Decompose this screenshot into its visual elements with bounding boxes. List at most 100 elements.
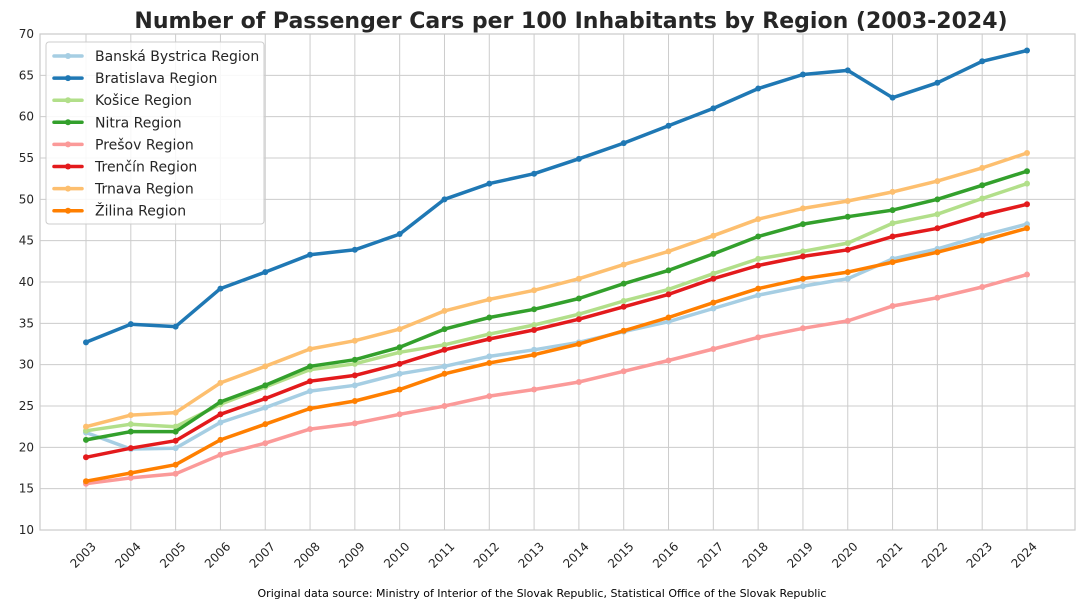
- data-point: [710, 345, 717, 352]
- legend-item: Bratislava Region: [52, 71, 217, 87]
- data-point: [83, 454, 89, 461]
- x-tick-label: 2015: [605, 539, 636, 570]
- x-tick-label: 2013: [516, 539, 547, 570]
- data-point: [799, 275, 806, 282]
- x-tick-label: 2010: [381, 539, 412, 570]
- x-tick-label: 2011: [426, 539, 457, 570]
- data-point: [441, 326, 448, 333]
- data-point: [307, 426, 314, 433]
- data-point: [531, 386, 538, 393]
- data-point: [1024, 168, 1030, 175]
- x-tick-label: 2005: [157, 539, 188, 570]
- legend-label: Košice Region: [95, 93, 192, 109]
- data-point: [889, 233, 896, 240]
- data-point: [1024, 180, 1030, 187]
- data-point: [307, 388, 314, 395]
- data-point: [620, 280, 627, 287]
- data-point: [83, 436, 89, 443]
- data-point: [620, 303, 627, 310]
- data-point: [262, 395, 269, 402]
- data-point: [844, 213, 851, 220]
- y-tick-label: 45: [19, 234, 34, 248]
- source-note: Original data source: Ministry of Interi…: [258, 587, 827, 600]
- data-point: [979, 232, 986, 239]
- data-point: [486, 296, 493, 303]
- x-tick-label: 2014: [560, 539, 591, 570]
- series-group: [83, 201, 1030, 461]
- legend-marker: [65, 53, 71, 59]
- legend-label: Bratislava Region: [95, 71, 217, 87]
- legend-item: Banská Bystrica Region: [52, 49, 259, 65]
- data-point: [217, 285, 224, 292]
- series-line: [84, 151, 1029, 429]
- data-point: [755, 233, 762, 240]
- data-point: [844, 240, 851, 247]
- legend-item: Prešov Region: [52, 137, 194, 153]
- data-point: [351, 398, 358, 405]
- data-point: [351, 356, 358, 363]
- data-point: [127, 428, 134, 435]
- data-point: [127, 474, 134, 481]
- data-point: [531, 170, 538, 177]
- data-point: [486, 180, 493, 187]
- data-point: [1024, 150, 1030, 157]
- legend-marker: [65, 75, 71, 82]
- data-point: [665, 267, 672, 274]
- data-point: [575, 316, 582, 323]
- data-point: [844, 197, 851, 204]
- legend-label: Žilina Region: [95, 202, 186, 220]
- x-tick-label: 2006: [202, 539, 233, 570]
- data-point: [934, 196, 941, 203]
- x-tick-label: 2009: [336, 539, 367, 570]
- series-group: [83, 47, 1030, 346]
- data-point: [575, 275, 582, 282]
- y-tick-label: 40: [19, 275, 34, 289]
- data-point: [979, 212, 986, 219]
- x-tick-label: 2004: [112, 539, 143, 570]
- data-point: [710, 232, 717, 239]
- data-point: [755, 216, 762, 223]
- x-tick-label: 2007: [247, 539, 278, 570]
- data-point: [486, 393, 493, 400]
- data-point: [979, 182, 986, 189]
- data-point: [441, 346, 448, 353]
- data-point: [844, 246, 851, 253]
- data-point: [710, 250, 717, 257]
- data-point: [665, 286, 672, 293]
- legend-marker: [65, 207, 71, 214]
- data-point: [307, 363, 314, 370]
- data-point: [531, 346, 538, 353]
- data-point: [755, 85, 762, 92]
- x-tick-label: 2018: [740, 539, 771, 570]
- data-point: [83, 478, 89, 485]
- x-tick-label: 2012: [471, 539, 502, 570]
- data-point: [351, 372, 358, 379]
- legend-item: Trnava Region: [52, 182, 194, 198]
- data-point: [172, 423, 179, 430]
- data-point: [799, 71, 806, 78]
- data-point: [710, 270, 717, 277]
- data-point: [83, 339, 89, 346]
- data-point: [575, 295, 582, 302]
- data-point: [217, 398, 224, 405]
- data-point: [889, 220, 896, 227]
- data-point: [575, 379, 582, 386]
- data-point: [979, 58, 986, 65]
- data-point: [396, 386, 403, 393]
- series-line: [84, 226, 1029, 483]
- y-tick-label: 25: [19, 399, 34, 413]
- data-point: [575, 155, 582, 162]
- data-point: [396, 411, 403, 418]
- data-point: [307, 251, 314, 258]
- data-point: [979, 164, 986, 171]
- data-point: [127, 321, 134, 328]
- data-point: [755, 334, 762, 341]
- data-point: [844, 275, 851, 282]
- data-point: [799, 253, 806, 260]
- y-tick-label: 50: [19, 192, 34, 206]
- data-point: [172, 470, 179, 477]
- data-point: [262, 382, 269, 389]
- plot-frame: [39, 33, 1076, 531]
- data-point: [172, 461, 179, 468]
